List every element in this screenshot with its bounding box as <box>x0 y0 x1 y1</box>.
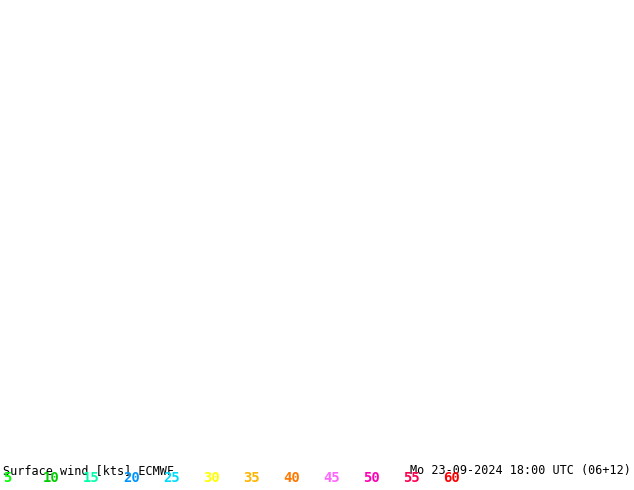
Text: Mo 23-09-2024 18:00 UTC (06+12): Mo 23-09-2024 18:00 UTC (06+12) <box>410 464 631 477</box>
Text: 20: 20 <box>123 471 139 485</box>
Text: 60: 60 <box>443 471 460 485</box>
Text: 50: 50 <box>363 471 380 485</box>
Text: 55: 55 <box>403 471 420 485</box>
Text: 30: 30 <box>203 471 220 485</box>
Text: Surface wind [kts] ECMWF: Surface wind [kts] ECMWF <box>3 464 174 477</box>
Text: 40: 40 <box>283 471 300 485</box>
Text: 10: 10 <box>43 471 60 485</box>
Text: 35: 35 <box>243 471 260 485</box>
Text: 25: 25 <box>163 471 180 485</box>
Text: 45: 45 <box>323 471 340 485</box>
Text: 15: 15 <box>83 471 100 485</box>
Text: 5: 5 <box>3 471 11 485</box>
